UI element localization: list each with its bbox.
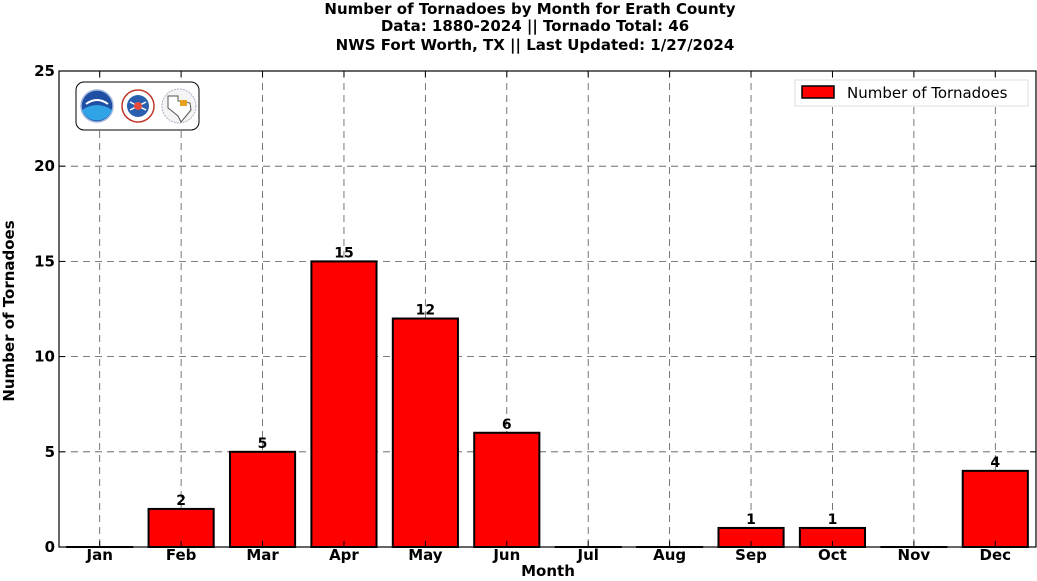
nws-logo bbox=[121, 89, 155, 123]
x-tick-label: Oct bbox=[818, 546, 847, 564]
y-tick-label: 10 bbox=[34, 348, 55, 366]
x-tick-label: Mar bbox=[246, 546, 279, 564]
x-tick-label: Sep bbox=[735, 546, 767, 564]
x-tick-label: Apr bbox=[329, 546, 359, 564]
y-axis-label: Number of Tornadoes bbox=[0, 220, 18, 401]
bar-mar bbox=[228, 450, 297, 548]
bar-may bbox=[391, 317, 459, 548]
logo-box bbox=[75, 81, 200, 131]
y-tick-label: 25 bbox=[34, 62, 55, 80]
data-label-apr: 15 bbox=[334, 245, 353, 261]
x-tick-label: Jun bbox=[492, 546, 520, 564]
texas-nws-logo bbox=[161, 88, 197, 124]
data-label-dec: 4 bbox=[990, 455, 1000, 471]
x-tick-label: Feb bbox=[166, 546, 197, 564]
x-tick-label: Jan bbox=[86, 546, 113, 564]
legend-label: Number of Tornadoes bbox=[847, 84, 1008, 102]
plot-frame bbox=[58, 70, 1037, 548]
data-label-may: 12 bbox=[416, 303, 435, 319]
chart-title-line-2: Data: 1880-2024 || Tornado Total: 46 bbox=[381, 17, 689, 36]
data-label-jun: 6 bbox=[502, 417, 512, 433]
chart-title-line-1: Number of Tornadoes by Month for Erath C… bbox=[324, 0, 735, 18]
grid-layer bbox=[59, 71, 1036, 547]
data-label-oct: 1 bbox=[828, 512, 838, 528]
y-tick-label: 5 bbox=[45, 443, 55, 461]
legend-swatch bbox=[801, 85, 835, 99]
bar-layer bbox=[66, 260, 1029, 549]
data-label-feb: 2 bbox=[176, 493, 186, 509]
legend: Number of Tornadoes bbox=[794, 79, 1029, 107]
data-label-mar: 5 bbox=[258, 436, 268, 452]
bar-apr bbox=[310, 260, 378, 548]
x-tick-label: Dec bbox=[980, 546, 1012, 564]
x-tick-label: Aug bbox=[653, 546, 686, 564]
data-label-sep: 1 bbox=[746, 512, 756, 528]
bar-jun bbox=[473, 431, 541, 549]
y-tick-label: 0 bbox=[45, 538, 55, 556]
x-tick-label: May bbox=[408, 546, 443, 564]
chart-title-line-3: NWS Fort Worth, TX || Last Updated: 1/27… bbox=[336, 36, 735, 55]
y-tick-label: 15 bbox=[34, 252, 55, 270]
x-tick-label: Jul bbox=[577, 546, 599, 564]
data-label-layer: 2 5 15 12 6 1 1 4 bbox=[176, 245, 1000, 528]
noaa-logo bbox=[80, 89, 114, 123]
x-tick-label: Nov bbox=[898, 546, 931, 564]
y-tick-label: 20 bbox=[34, 157, 55, 175]
x-axis-label: Month bbox=[521, 562, 575, 580]
bar-dec bbox=[961, 469, 1029, 548]
